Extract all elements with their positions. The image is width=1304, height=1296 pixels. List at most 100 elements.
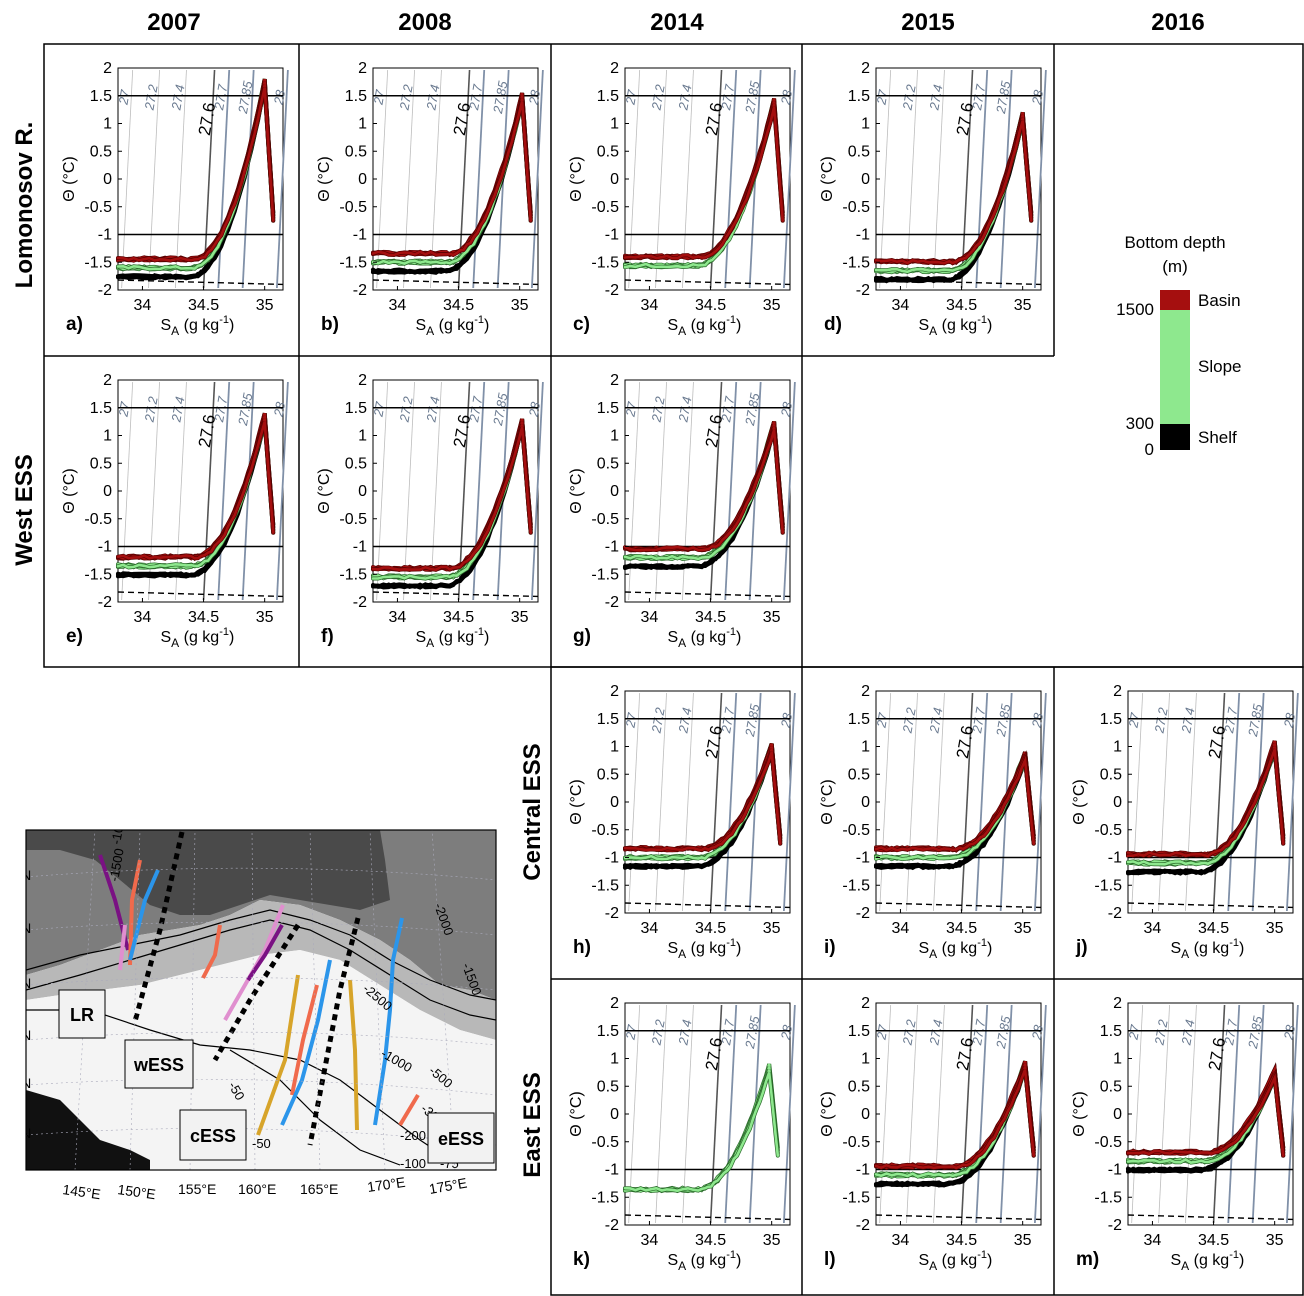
- isopycnal-label: 27.7: [718, 706, 737, 735]
- isopycnal-label: 27.4: [675, 1018, 694, 1047]
- isopycnal-line: [1285, 692, 1299, 912]
- isopycnal-label: 27.2: [899, 706, 918, 735]
- lon-label: 175°E: [428, 1175, 468, 1197]
- plot-area: [117, 67, 284, 291]
- isopycnal-line: [682, 69, 694, 289]
- y-tick-label: 0: [610, 794, 619, 811]
- row-label-west-ess: West ESS: [11, 454, 38, 566]
- y-tick-label: 1.5: [90, 400, 112, 417]
- y-axis-label: Θ (°C): [316, 468, 333, 514]
- x-tick-label: 35: [256, 609, 274, 626]
- legend-swatch-slope: [1160, 310, 1190, 424]
- lon-label: 160°E: [238, 1181, 276, 1197]
- y-tick-label: -1: [98, 539, 112, 556]
- isopycnal-label: 27: [370, 88, 388, 107]
- legend-unit: (m): [1162, 257, 1187, 276]
- plot-area: [1127, 690, 1294, 914]
- y-tick-label: 0.5: [90, 455, 112, 472]
- y-tick-label: -1: [856, 850, 870, 867]
- transect-2007-wess: [223, 904, 285, 1021]
- plot-area: [372, 379, 539, 603]
- freezing-line: [875, 902, 1042, 909]
- isopycnal-line: [530, 381, 544, 601]
- isopycnal-line: [1033, 692, 1047, 912]
- isopycnal-label: 27.2: [648, 395, 667, 424]
- transect-2015-cess: [280, 959, 332, 1126]
- y-tick-label: 1.5: [1100, 711, 1122, 728]
- row-label-central-ess: Central ESS: [519, 743, 546, 880]
- y-tick-label: 2: [861, 60, 870, 77]
- x-tick-label: 34: [389, 297, 407, 314]
- lat-label: 77°N: [0, 1027, 31, 1043]
- profile-basin: [1126, 748, 1285, 858]
- isopycnal-line: [1185, 1004, 1197, 1224]
- y-axis-label: Θ (°C): [1071, 1091, 1088, 1137]
- y-axis-label: Θ (°C): [61, 468, 78, 514]
- x-axis-label: SA (g kg-1): [1171, 1249, 1245, 1273]
- region-label-eess: eESS: [438, 1129, 484, 1149]
- x-tick-label: 35: [763, 1232, 781, 1249]
- lat-label: 78°N: [0, 975, 31, 991]
- lat-label: 80°N: [0, 867, 31, 883]
- contour-label: -200: [400, 1128, 426, 1143]
- y-tick-label: 0.5: [597, 455, 619, 472]
- y-tick-label: 1: [103, 428, 112, 445]
- x-axis-label: SA (g kg-1): [161, 626, 235, 650]
- freezing-line: [624, 591, 791, 598]
- legend-depth-1500: 1500: [1116, 300, 1154, 319]
- y-tick-label: 2: [358, 372, 367, 389]
- y-tick-label: 0: [1113, 1106, 1122, 1123]
- isopycnal-line: [782, 381, 796, 601]
- y-tick-label: -1: [605, 850, 619, 867]
- isopycnal-label: 27.2: [1151, 706, 1170, 735]
- x-tick-label: 35: [1014, 1232, 1032, 1249]
- y-tick-label: 0: [610, 1106, 619, 1123]
- y-tick-label: -1.5: [84, 566, 112, 583]
- profile-slope: [623, 1071, 780, 1193]
- isopycnal-label: 27.2: [648, 1018, 667, 1047]
- isopycnal-label: 27.85: [1245, 702, 1266, 738]
- legend-depth-300: 300: [1126, 414, 1154, 433]
- x-tick-label: 34: [892, 297, 910, 314]
- y-tick-label: -1.5: [591, 1189, 619, 1206]
- x-tick-label: 35: [763, 609, 781, 626]
- freezing-line: [624, 279, 791, 286]
- region-label-wess: wESS: [133, 1055, 184, 1075]
- transect-2014-lr: [128, 859, 142, 966]
- lat-label: 76°N: [0, 1075, 31, 1091]
- y-tick-label: 0: [610, 483, 619, 500]
- isopycnal-label: 28: [778, 711, 796, 730]
- y-tick-label: 1: [358, 428, 367, 445]
- y-tick-label: 1.5: [345, 88, 367, 105]
- isopycnal-line: [975, 1004, 989, 1224]
- legend-swatch-shelf: [1160, 424, 1190, 450]
- panel-letter: l): [824, 1249, 836, 1270]
- y-tick-label: 0.5: [848, 1078, 870, 1095]
- isopycnal-label: 27.4: [168, 395, 187, 424]
- x-tick-label: 34: [389, 609, 407, 626]
- y-axis-label: Θ (°C): [819, 156, 836, 202]
- x-tick-label: 34.5: [946, 297, 977, 314]
- isopycnal-label: 27.4: [926, 83, 945, 112]
- isopycnal-label: 28: [271, 400, 289, 419]
- y-tick-label: -2: [856, 282, 870, 299]
- x-tick-label: 34.5: [695, 297, 726, 314]
- isopycnal-label: 27.4: [1178, 706, 1197, 735]
- isopycnal-line: [724, 692, 738, 912]
- isopycnal-line: [655, 69, 667, 289]
- isopycnal-line: [682, 692, 694, 912]
- y-tick-label: -0.5: [339, 199, 367, 216]
- x-tick-label: 34: [134, 609, 152, 626]
- isopycnal-label: 27.2: [396, 83, 415, 112]
- y-tick-label: 2: [610, 372, 619, 389]
- transect-2015-eess: [373, 917, 404, 1126]
- isopycnal-label: 28: [1281, 1023, 1299, 1042]
- y-tick-label: -1.5: [591, 254, 619, 271]
- y-tick-label: -0.5: [591, 822, 619, 839]
- x-tick-label: 34: [892, 1232, 910, 1249]
- y-tick-label: 1: [610, 1051, 619, 1068]
- y-tick-label: 0.5: [597, 143, 619, 160]
- isopycnal-line: [879, 69, 892, 289]
